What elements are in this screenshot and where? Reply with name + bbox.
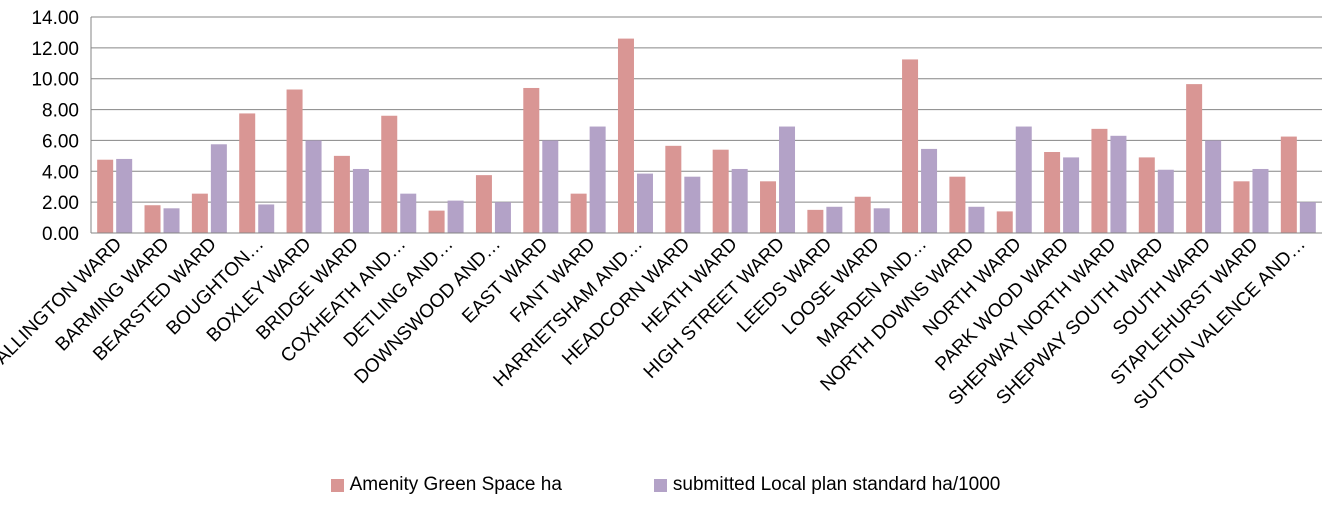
legend-item-amenity: Amenity Green Space ha bbox=[330, 474, 562, 496]
bar-amenity bbox=[712, 149, 729, 233]
bar-local-plan bbox=[447, 200, 464, 233]
bar-local-plan bbox=[1252, 168, 1269, 233]
bar-amenity bbox=[1138, 157, 1155, 233]
bar-local-plan bbox=[636, 173, 653, 233]
bar-local-plan bbox=[826, 206, 843, 233]
bars bbox=[97, 38, 1316, 233]
bar-amenity bbox=[428, 210, 445, 233]
bar-local-plan bbox=[210, 144, 227, 233]
legend-item-local-plan: submitted Local plan standard ha/1000 bbox=[653, 474, 1001, 496]
bar-local-plan bbox=[494, 202, 511, 233]
legend-swatch-local-plan bbox=[653, 478, 667, 492]
bar-local-plan bbox=[258, 204, 275, 233]
y-axis: 0.00 2.00 4.00 6.00 8.00 10.00 12.00 14.00 bbox=[31, 8, 92, 245]
bar-local-plan bbox=[116, 158, 133, 233]
bar-local-plan bbox=[873, 208, 890, 233]
bar-amenity bbox=[902, 59, 919, 233]
legend: Amenity Green Space ha submitted Local p… bbox=[0, 474, 1331, 496]
bar-amenity bbox=[1186, 84, 1203, 233]
bar-local-plan bbox=[589, 126, 606, 233]
gridlines bbox=[91, 16, 1322, 234]
bar-amenity bbox=[1280, 136, 1297, 233]
legend-label-amenity: Amenity Green Space ha bbox=[349, 474, 562, 495]
bar-local-plan bbox=[542, 140, 559, 233]
bar-amenity bbox=[617, 38, 634, 233]
bar-amenity bbox=[854, 196, 871, 233]
bar-amenity bbox=[333, 155, 350, 233]
bar-amenity bbox=[807, 209, 824, 233]
y-tick-label: 4.00 bbox=[42, 162, 79, 183]
bar-local-plan bbox=[1110, 135, 1127, 233]
y-tick-label: 10.00 bbox=[31, 70, 79, 91]
bar-amenity bbox=[570, 193, 587, 233]
bar-chart: 0.00 2.00 4.00 6.00 8.00 10.00 12.00 14.00 ALLI… bbox=[0, 8, 1322, 414]
bar-local-plan bbox=[1063, 157, 1080, 233]
bar-local-plan bbox=[1299, 202, 1316, 233]
y-tick-label: 8.00 bbox=[42, 101, 79, 122]
bar-amenity bbox=[1091, 128, 1108, 233]
bar-amenity bbox=[949, 176, 966, 233]
bar-amenity bbox=[996, 211, 1013, 233]
bar-local-plan bbox=[1205, 140, 1222, 233]
bar-local-plan bbox=[779, 126, 796, 233]
y-tick-label: 6.00 bbox=[42, 131, 79, 152]
bar-amenity bbox=[286, 89, 303, 233]
y-tick-label: 2.00 bbox=[42, 193, 79, 214]
legend-label-local-plan: submitted Local plan standard ha/1000 bbox=[672, 474, 1001, 495]
bar-local-plan bbox=[684, 176, 701, 233]
bar-local-plan bbox=[352, 168, 369, 233]
bar-local-plan bbox=[305, 140, 322, 233]
y-tick-label: 12.00 bbox=[31, 39, 79, 60]
bar-amenity bbox=[97, 159, 114, 233]
bar-amenity bbox=[239, 113, 256, 233]
bar-local-plan bbox=[731, 168, 748, 233]
bar-local-plan bbox=[400, 193, 417, 233]
bar-amenity bbox=[1233, 181, 1250, 233]
bar-amenity bbox=[760, 181, 777, 233]
bar-amenity bbox=[191, 193, 208, 233]
y-tick-label: 0.00 bbox=[42, 224, 79, 245]
legend-swatch-amenity bbox=[330, 478, 344, 492]
bar-amenity bbox=[381, 115, 398, 233]
bar-local-plan bbox=[1015, 126, 1032, 233]
y-tick-label: 14.00 bbox=[31, 8, 79, 29]
bar-amenity bbox=[475, 175, 492, 233]
bar-local-plan bbox=[921, 148, 938, 233]
bar-local-plan bbox=[163, 208, 180, 233]
bar-local-plan bbox=[968, 206, 985, 233]
bar-amenity bbox=[144, 205, 161, 233]
bar-amenity bbox=[1044, 152, 1061, 233]
bar-amenity bbox=[523, 87, 540, 233]
bar-amenity bbox=[665, 145, 682, 233]
bar-local-plan bbox=[1157, 169, 1174, 233]
